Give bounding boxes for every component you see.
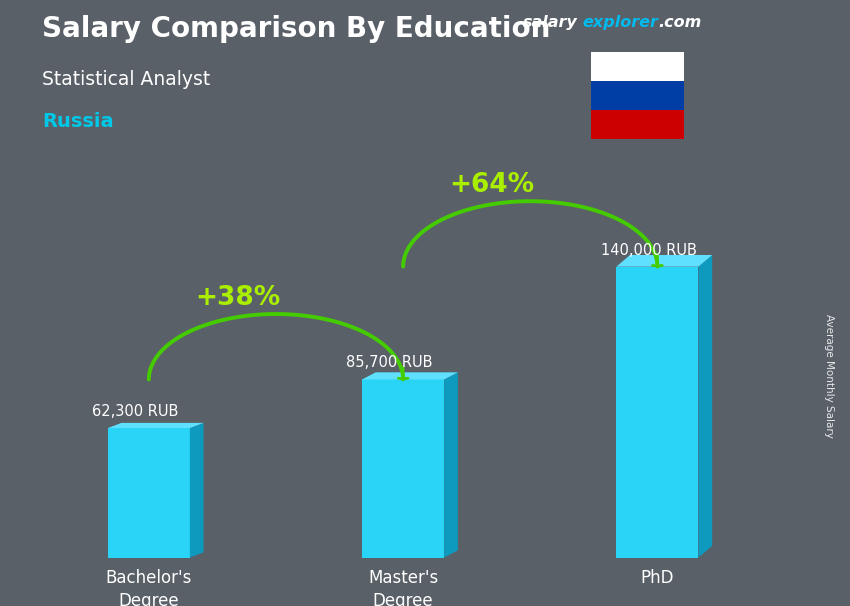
Bar (591, 52, 684, 81)
Text: 140,000 RUB: 140,000 RUB (601, 242, 696, 258)
Text: Statistical Analyst: Statistical Analyst (42, 70, 211, 88)
Polygon shape (445, 372, 458, 558)
Polygon shape (362, 372, 458, 379)
Bar (362, 379, 445, 558)
Polygon shape (699, 255, 712, 558)
Bar (591, 81, 684, 110)
Text: Average Monthly Salary: Average Monthly Salary (824, 314, 834, 438)
Polygon shape (190, 423, 204, 558)
Polygon shape (616, 255, 712, 267)
Text: Russia: Russia (42, 112, 114, 131)
Text: .com: .com (659, 15, 702, 30)
Text: 62,300 RUB: 62,300 RUB (92, 404, 178, 419)
Bar (616, 267, 699, 558)
Text: explorer: explorer (582, 15, 658, 30)
Text: salary: salary (523, 15, 577, 30)
Text: 85,700 RUB: 85,700 RUB (347, 355, 433, 370)
Bar (591, 110, 684, 139)
Bar (108, 428, 190, 558)
Polygon shape (108, 423, 204, 428)
Text: +64%: +64% (450, 172, 535, 198)
Text: Salary Comparison By Education: Salary Comparison By Education (42, 15, 551, 43)
Text: +38%: +38% (196, 285, 280, 311)
